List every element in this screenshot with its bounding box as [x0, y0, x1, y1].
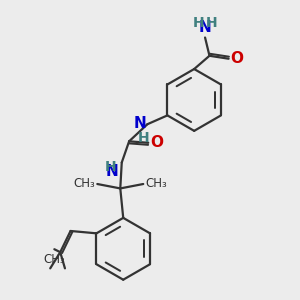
Text: H: H [138, 131, 150, 145]
Text: N: N [133, 116, 146, 131]
Text: O: O [231, 51, 244, 66]
Text: H: H [206, 16, 218, 30]
Text: H: H [105, 160, 116, 174]
Text: H: H [193, 16, 204, 30]
Text: O: O [150, 135, 163, 150]
Text: N: N [106, 164, 119, 179]
Text: CH₃: CH₃ [74, 177, 95, 190]
Text: CH₃: CH₃ [145, 177, 167, 190]
Text: N: N [199, 20, 212, 35]
Text: CH₃: CH₃ [44, 253, 65, 266]
